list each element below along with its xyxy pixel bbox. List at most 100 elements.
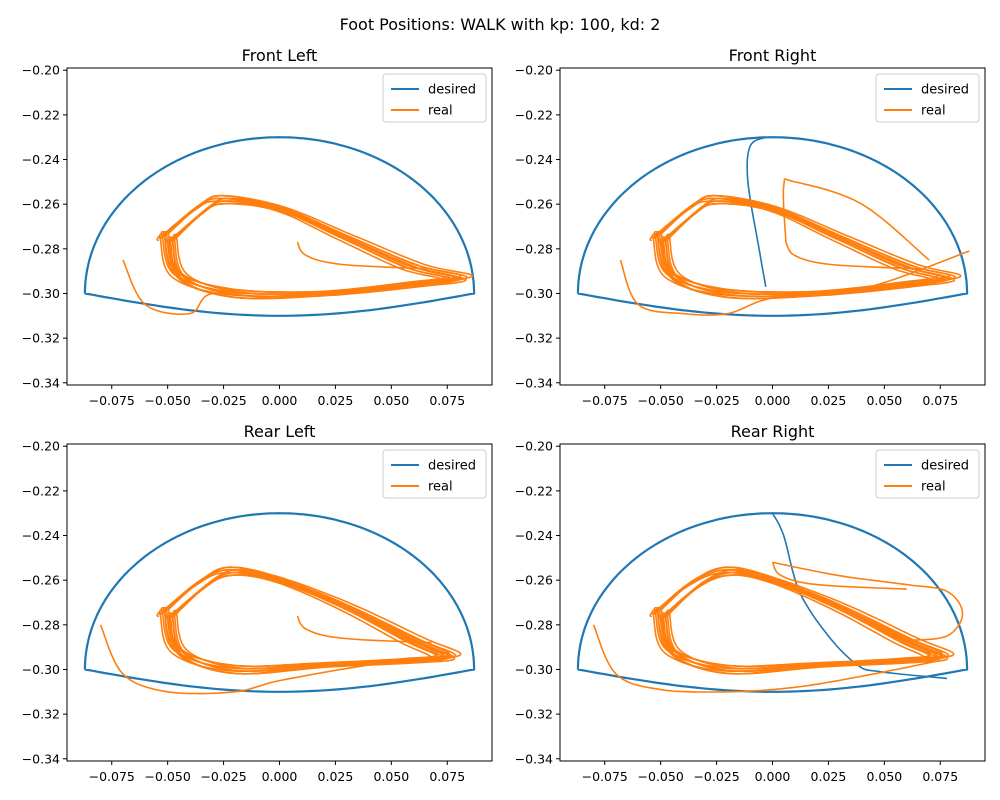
y-tick-label: −0.24 [22,152,60,167]
real-loop [649,200,951,298]
figure-suptitle: Foot Positions: WALK with kp: 100, kd: 2 [340,15,661,34]
real-loop [164,574,456,675]
y-tick-label: −0.30 [515,662,553,677]
real-loop [657,574,949,675]
real-loop [172,569,444,670]
subplot-title: Front Left [242,46,318,65]
legend: desired real [382,449,487,499]
y-tick-label: −0.24 [22,528,60,543]
subplots: Front Left −0.075 −0.050 −0.025 0.000 0.025 0.… [22,46,986,784]
real-loop [653,197,945,295]
y-tick-label: −0.34 [22,751,60,766]
plot-area [576,136,970,317]
real-loop [653,194,962,293]
y-tick-label: −0.20 [22,63,60,78]
y-tick-label: −0.22 [22,483,60,498]
desired-trajectory [576,136,969,317]
y-tick-label: −0.30 [515,286,553,301]
x-tick-label: 0.025 [318,393,354,408]
y-tick-label: −0.22 [515,483,553,498]
real-start-path [785,241,921,270]
legend: desired real [382,73,487,123]
y-tick-label: −0.32 [515,707,553,722]
real-loop [164,566,439,668]
y-tick-label: −0.20 [515,439,553,454]
x-tick-label: −0.025 [200,769,246,784]
x-tick-label: 0.050 [373,769,409,784]
x-tick-label: 0.000 [262,769,298,784]
legend-label-real: real [428,104,453,119]
real-loop [665,569,937,670]
y-tick-label: −0.26 [515,573,553,588]
legend-label-desired: desired [428,83,476,98]
x-tick-label: −0.025 [693,769,739,784]
y-tick-label: −0.26 [515,197,553,212]
real-loop [649,571,944,672]
x-tick-label: −0.050 [145,393,191,408]
real-loop [172,197,455,295]
y-tick-label: −0.20 [515,63,553,78]
real-first-swing [782,178,930,261]
real-outer-loop [619,250,970,316]
real-loop [160,194,474,293]
y-tick-label: −0.24 [515,152,553,167]
y-tick-label: −0.30 [22,286,60,301]
y-tick-label: −0.28 [22,241,60,256]
desired-start-path [771,512,948,680]
subplot-front-left: Front Left −0.075 −0.050 −0.025 0.000 0.025 0.… [22,46,493,408]
real-loop [665,197,944,295]
plot-area [83,136,476,317]
subplot-rear-right: Rear Right −0.075 −0.050 −0.025 0.000 0.025 0.… [515,422,986,784]
y-tick-label: −0.24 [515,528,553,543]
subplot-title: Rear Left [244,422,316,441]
x-tick-label: 0.075 [922,769,958,784]
x-tick-label: −0.025 [693,393,739,408]
desired-trajectory [576,512,969,693]
real-outer-loop [99,624,448,695]
y-tick-label: −0.26 [22,197,60,212]
real-start-path [296,615,432,644]
desired-start-path [746,136,767,287]
real-loop [651,569,950,670]
subplot-title: Rear Right [731,422,815,441]
x-tick-label: −0.075 [89,769,135,784]
desired-trajectory [83,136,476,317]
legend-label-real: real [921,480,946,495]
real-loop [657,202,956,300]
y-tick-label: −0.26 [22,573,60,588]
x-tick-label: 0.050 [373,393,409,408]
y-tick-label: −0.32 [515,331,553,346]
y-tick-label: −0.34 [22,375,60,390]
legend-label-desired: desired [921,83,969,98]
y-tick-label: −0.32 [22,331,60,346]
real-start-path [296,241,432,270]
real-start-path [771,561,907,590]
plot-area [576,512,969,693]
x-tick-label: −0.075 [89,393,135,408]
real-first-swing [772,561,964,642]
real-loop [158,569,457,670]
real-outer-loop [592,624,941,693]
y-tick-label: −0.28 [22,617,60,632]
y-tick-label: −0.20 [22,439,60,454]
subplot-front-right: Front Right −0.075 −0.050 −0.025 0.000 0.025 0… [515,46,986,408]
y-tick-label: −0.22 [22,107,60,122]
real-loop [162,566,451,668]
x-tick-label: 0.075 [429,769,465,784]
real-loop [653,566,955,668]
x-tick-label: 0.075 [429,393,465,408]
x-tick-label: 0.075 [922,393,958,408]
x-tick-label: −0.075 [582,769,628,784]
x-tick-label: 0.025 [318,769,354,784]
legend-label-desired: desired [921,459,969,474]
x-tick-label: 0.025 [811,769,847,784]
legend: desired real [875,73,980,123]
legend-label-desired: desired [428,459,476,474]
x-tick-label: 0.000 [755,769,791,784]
y-tick-label: −0.30 [22,662,60,677]
real-loop [158,197,469,295]
desired-trajectory [83,512,476,693]
real-loop [156,571,451,672]
x-tick-label: 0.050 [866,769,902,784]
